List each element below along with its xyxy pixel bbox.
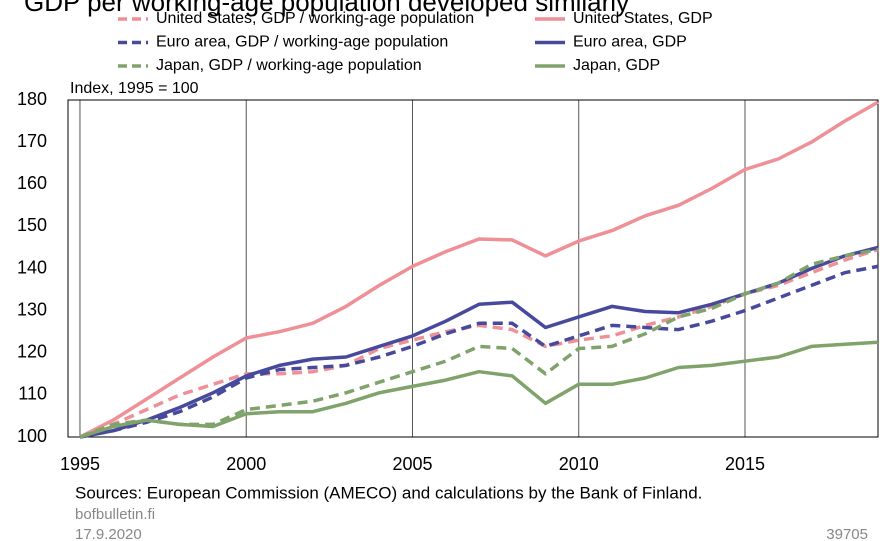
y-tick-label: 160 xyxy=(17,173,47,193)
y-tick-label: 130 xyxy=(17,299,47,319)
x-tick-label: 2000 xyxy=(226,454,266,474)
line-series xyxy=(79,100,879,439)
line-series xyxy=(79,247,879,439)
y-tick-label: 180 xyxy=(17,89,47,109)
source: Sources: European Commission (AMECO) and… xyxy=(75,483,702,502)
legend-label: United States, GDP xyxy=(573,10,713,27)
chart-id: 39705 xyxy=(826,526,868,541)
x-tick-label: 2015 xyxy=(725,454,765,474)
chart-title: GDP per working-age population developed… xyxy=(24,0,629,17)
x-tick-label: 2010 xyxy=(559,454,599,474)
legend-label: Japan, GDP / working-age population xyxy=(156,57,422,74)
legend-label: Euro area, GDP xyxy=(573,34,687,51)
site: bofbulletin.fi xyxy=(75,506,155,523)
plot-frame xyxy=(67,99,879,438)
line-series xyxy=(79,340,879,439)
y-tick-label: 100 xyxy=(17,426,47,446)
date: 17.9.2020 xyxy=(75,526,142,541)
y-tick-label: 110 xyxy=(18,384,47,404)
legend-label: Euro area, GDP / working-age population xyxy=(156,34,448,51)
y-tick-label: 150 xyxy=(17,215,47,235)
y-tick-label: 120 xyxy=(17,342,47,362)
legend-label: Japan, GDP xyxy=(573,57,660,74)
line-series xyxy=(79,245,879,439)
x-tick-label: 1995 xyxy=(60,454,100,474)
line-series xyxy=(79,264,879,439)
annotation: Index, 1995 = 100 xyxy=(70,80,199,97)
y-tick-label: 170 xyxy=(17,131,47,151)
legend-label: United States, GDP / working-age populat… xyxy=(156,10,474,27)
x-tick-label: 2005 xyxy=(392,454,432,474)
line-series xyxy=(79,247,879,439)
y-tick-label: 140 xyxy=(17,257,47,277)
